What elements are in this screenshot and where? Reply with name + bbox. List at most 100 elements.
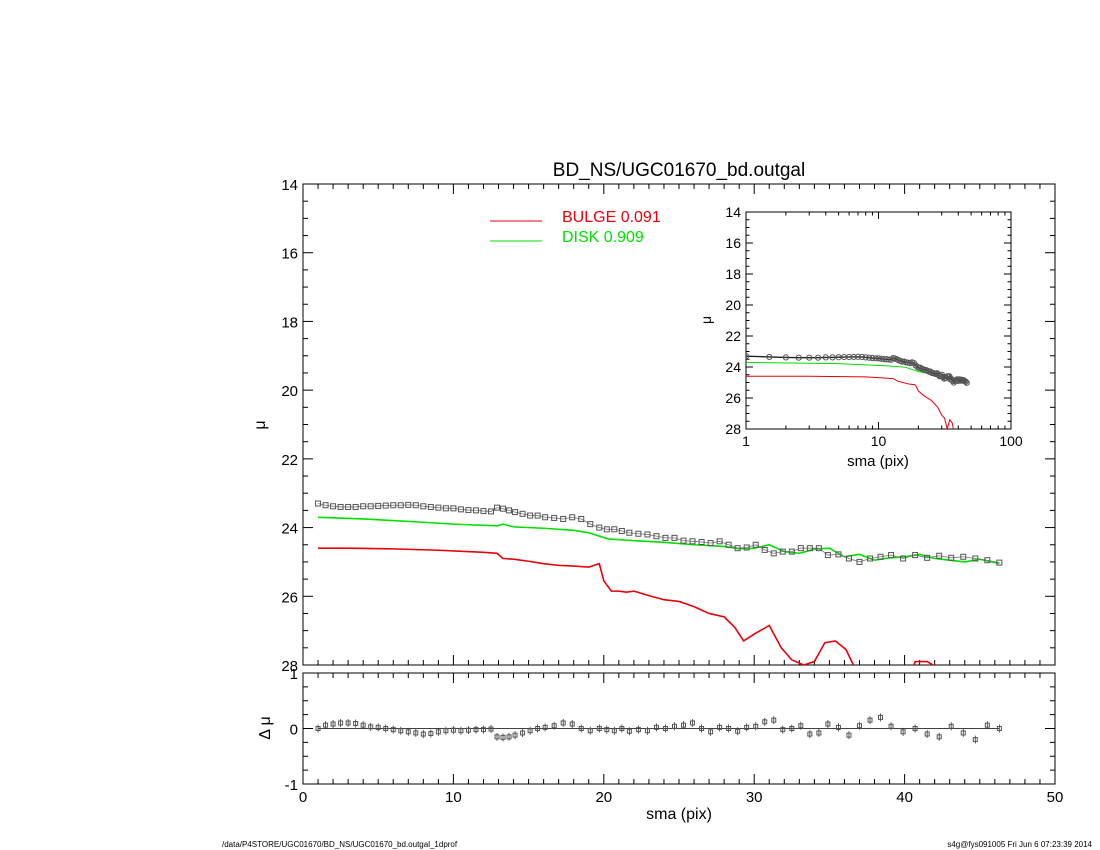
observed-line [317,503,1000,564]
observed-point [618,528,625,535]
observed-point [560,515,567,522]
residual-point [744,724,750,730]
residual-point [488,726,494,732]
main-axis-ticks [302,183,1056,666]
observed-point [382,502,389,509]
inset-y-tick-label: 20 [725,297,741,313]
y-tick-label: 26 [281,589,298,606]
residual-point [345,720,351,726]
residual-point [520,730,526,736]
observed-point [488,508,494,515]
residual-point [924,731,930,737]
observed-point [653,533,660,540]
observed-point [450,505,457,512]
residual-point [604,727,610,733]
residual-point [835,724,841,730]
residual-point [465,727,471,733]
y-tick-label: 22 [281,452,298,469]
y-tick-label: 28 [281,658,298,675]
residual-point [948,723,954,729]
observed-point [689,538,696,545]
residual-tick-labels: 0 10 20 30 40 50-101 [285,666,1064,806]
residual-point [717,724,723,730]
observed-point [671,534,678,541]
residual-point [450,727,456,733]
observed-point [527,512,534,519]
main-series-layer [318,516,1000,665]
residual-point [473,727,479,733]
inset-panel: 14 16 18 20 22 24 26 281 10 100 μ sma (pix) [698,204,1023,470]
observed-point [569,514,576,521]
observed-point [806,545,813,552]
observed-point [867,555,874,562]
observed-point [888,552,895,559]
observed-point [611,526,618,533]
y-tick-label: 1 [290,666,298,683]
residual-point [398,728,404,734]
observed-point [506,507,513,514]
observed-point [352,503,359,510]
observed-point [587,521,594,528]
residual-point [551,723,557,729]
y-tick-label: 16 [281,246,298,263]
observed-point [360,503,367,510]
observed-point [412,502,419,509]
residual-point [984,722,990,728]
residual-point [315,726,321,731]
residual-point [443,728,449,734]
observed-point [534,512,541,519]
inset-bulge-line [746,375,954,429]
inset-x-tick-label: 1 [742,433,750,449]
residual-point [535,726,541,731]
y-tick-label: 18 [281,314,298,331]
observed-point [500,505,507,512]
residual-point [690,720,696,726]
residual-point [353,721,359,727]
residual-point [560,720,566,726]
x-tick-label: 40 [896,789,913,806]
residual-point [699,726,705,731]
residual-point [681,722,687,728]
legend-label-disk: DISK 0.909 [562,229,644,246]
residual-axis-ticks [302,672,1056,785]
inset-observed-point [902,359,910,366]
residual-point [413,730,419,736]
inset-observed-point [746,353,750,360]
residual-point [798,723,804,729]
observed-point [494,504,501,511]
x-tick-label: 10 [445,789,462,806]
inset-observed-point [869,354,876,362]
y-tick-label: 20 [281,383,298,400]
observed-point [644,531,651,538]
observed-point [551,514,558,521]
y-tick-label: 24 [281,521,298,538]
observed-point [680,537,687,544]
x-tick-label: 20 [595,789,612,806]
x-tick-label: 50 [1047,789,1064,806]
inset-observed-point [782,354,789,361]
observed-point [315,500,322,507]
residual-point [888,723,894,729]
residual-point [780,727,786,733]
residual-point [323,722,329,728]
y-tick-label: 0 [290,722,298,739]
observed-point [512,509,519,516]
observed-point [845,555,852,562]
observed-point [960,553,967,560]
observed-point [707,540,714,547]
inset-observed-point [829,354,836,361]
residual-point [611,728,617,734]
observed-point [662,534,669,541]
residual-point [596,726,602,731]
residual-point [435,729,441,735]
inset-observed-point [872,355,879,362]
legend-label-bulge: BULGE 0.091 [562,209,661,226]
residual-point [368,724,374,730]
observed-point [779,548,786,555]
footer-timestamp: s4g@fys091005 Fri Jun 6 07:23:39 2014 [947,840,1092,849]
residual-point [653,724,659,730]
x-tick-label: 30 [746,789,763,806]
residual-point [726,726,732,731]
observed-point [924,554,931,561]
